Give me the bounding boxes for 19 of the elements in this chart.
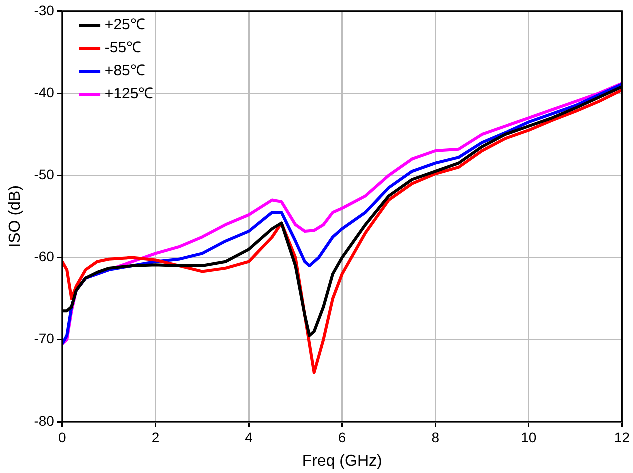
y-tick-label: -50 xyxy=(34,166,55,182)
y-axis-title: ISO (dB) xyxy=(7,186,24,248)
x-tick-label: 0 xyxy=(58,429,67,446)
y-tick-label: -60 xyxy=(34,248,55,265)
x-axis-title: Freq (GHz) xyxy=(302,452,382,470)
y-tick-label: -80 xyxy=(34,412,55,429)
x-tick-label: 4 xyxy=(245,429,254,446)
legend-label: +125℃ xyxy=(104,86,154,103)
x-tick-label: 12 xyxy=(614,429,630,446)
legend-label: +85℃ xyxy=(104,62,146,80)
x-tick-label: 6 xyxy=(338,429,346,446)
y-tick-label: -40 xyxy=(34,84,55,100)
x-tick-label: 8 xyxy=(432,429,440,446)
y-tick-label: -30 xyxy=(34,2,55,18)
y-tick-label: -70 xyxy=(34,330,55,347)
legend-label: +25℃ xyxy=(104,16,146,34)
x-tick-label: 10 xyxy=(521,429,537,446)
legend-label: -55℃ xyxy=(104,40,142,57)
x-tick-label: 2 xyxy=(152,429,160,446)
